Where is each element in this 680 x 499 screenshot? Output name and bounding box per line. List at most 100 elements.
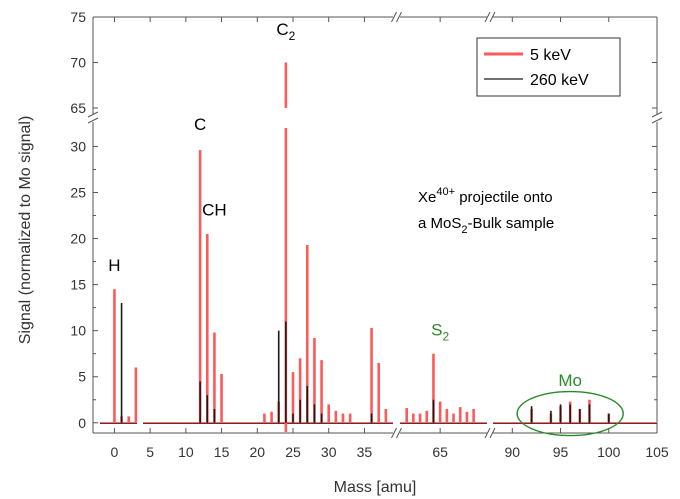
x-tick-label: 20	[249, 444, 265, 460]
peak-bar	[465, 411, 469, 423]
peak-label: CH	[202, 201, 227, 220]
peak-bar	[327, 404, 331, 423]
peak-bar	[412, 413, 415, 423]
axis-break-mark	[391, 427, 402, 439]
baselines	[100, 421, 657, 424]
peak-bar	[199, 381, 201, 423]
series-260kev	[120, 303, 610, 423]
y-tick-label: 20	[70, 231, 86, 247]
peak-bar	[285, 321, 287, 423]
peak-label: S2	[431, 320, 449, 343]
peak-bar	[292, 413, 294, 423]
y-tick-label: 25	[70, 184, 86, 200]
peak-bar	[425, 410, 429, 423]
peak-bar	[299, 399, 301, 423]
legend-box	[476, 37, 621, 97]
axis-break-mark	[87, 111, 99, 124]
peak-bar	[213, 332, 216, 423]
peak-bar	[284, 128, 288, 432]
axis-break-mark	[484, 427, 496, 439]
x-tick-label: 105	[645, 444, 669, 460]
peak-bar	[120, 303, 123, 423]
axis-break-mark	[484, 11, 496, 23]
peak-bar	[384, 408, 388, 423]
mo-ellipse	[516, 390, 624, 437]
y-tick-label: 0	[78, 415, 86, 431]
y-tick-label: 5	[78, 369, 86, 385]
x-tick-label: 30	[321, 444, 337, 460]
peak-bar	[284, 62, 288, 108]
peak-bar	[438, 401, 442, 423]
x-tick-label: 25	[285, 444, 301, 460]
x-tick-label: 15	[214, 444, 230, 460]
peak-bar	[569, 404, 571, 423]
peak-bar	[127, 416, 131, 423]
series-5kev	[113, 62, 611, 432]
legend-label: 5 keV	[530, 47, 571, 64]
peak-bar	[313, 404, 316, 423]
axis-break-mark	[651, 111, 663, 124]
y-tick-label: 65	[70, 100, 86, 116]
peak-bar	[445, 408, 449, 423]
peak-bar	[320, 360, 323, 423]
peak-bar	[320, 413, 323, 423]
peak-bar	[305, 244, 309, 423]
peak-bar	[213, 408, 216, 423]
peak-bar	[313, 338, 316, 423]
peak-bar	[432, 353, 435, 423]
peak-bar	[559, 404, 562, 423]
peak-bar	[291, 372, 295, 423]
axes-frame	[87, 11, 663, 439]
legend-label: 260 keV	[530, 72, 589, 89]
x-tick-label: 100	[597, 444, 621, 460]
peak-bar	[298, 358, 302, 423]
peak-bar	[205, 233, 209, 423]
peak-label: Mo	[558, 371, 582, 390]
peak-bar	[377, 362, 381, 423]
x-tick-label: 95	[553, 444, 569, 460]
y-tick-label: 30	[70, 138, 86, 154]
y-tick-label: 70	[70, 55, 86, 71]
peak-bar	[341, 413, 345, 423]
peak-bar	[432, 399, 435, 423]
note-line: Xe40+ projectile onto	[418, 186, 553, 206]
y-axis-ticks: 0 5 10 15 20 25 30 65 70 75	[70, 9, 657, 431]
peak-bar	[418, 413, 422, 423]
peak-bar	[277, 330, 280, 423]
peak-bar	[472, 408, 475, 423]
peak-bar	[452, 413, 455, 423]
peak-bar	[306, 385, 309, 423]
x-axis-title: Mass [amu]	[334, 479, 417, 496]
peak-bar	[206, 395, 209, 423]
peak-bar	[530, 406, 533, 423]
peak-bar	[579, 408, 581, 423]
y-tick-label: 10	[70, 323, 86, 339]
x-tick-label: 65	[432, 444, 448, 460]
x-axis-ticks: 0 5 10 15 20 25 30 35 65 90 95 100 105	[111, 17, 669, 460]
x-tick-label: 0	[111, 444, 119, 460]
x-tick-label: 90	[505, 444, 521, 460]
peak-bar	[270, 411, 273, 423]
peak-label: C	[194, 115, 206, 134]
peak-bar	[334, 410, 338, 423]
peak-label: C2	[276, 20, 295, 43]
peak-bar	[198, 150, 202, 423]
x-tick-label: 5	[146, 444, 154, 460]
peak-bar	[550, 410, 552, 423]
y-axis-title: Signal (normalized to Mo signal)	[17, 116, 34, 345]
peak-bar	[348, 413, 352, 423]
peak-bar	[370, 327, 373, 423]
peak-bar	[588, 404, 591, 423]
peak-bar	[405, 408, 408, 423]
peak-label: H	[108, 256, 120, 275]
legend: 5 keV 260 keV	[476, 37, 621, 97]
axis-break-mark	[391, 11, 402, 23]
y-tick-label: 75	[70, 9, 86, 25]
peak-bar	[113, 289, 116, 423]
peak-annotations: H C CH C2 S2 Mo	[108, 20, 582, 390]
peak-bar	[220, 373, 223, 423]
peak-bar	[134, 367, 138, 423]
y-tick-label: 15	[70, 277, 86, 293]
peak-bar	[370, 413, 373, 423]
